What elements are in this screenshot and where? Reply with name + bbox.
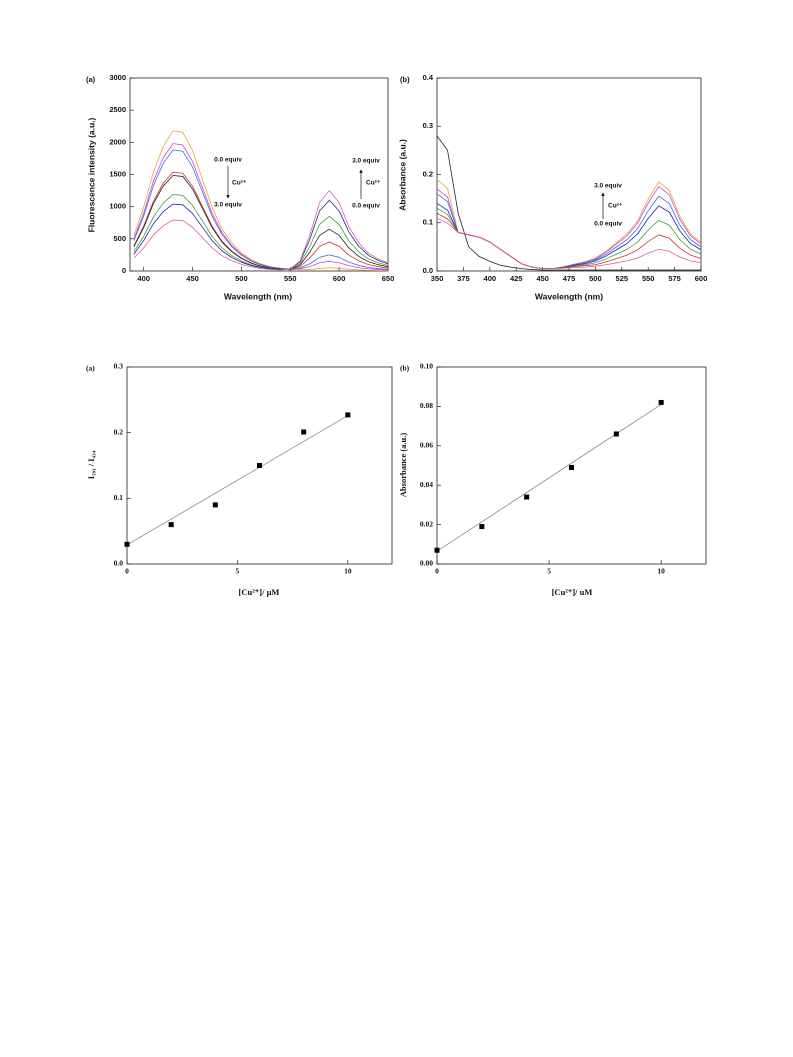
y-axis-label: Absorbance (a.u.) <box>398 433 408 498</box>
data-point <box>124 541 130 547</box>
y-tick-label: 0.00 <box>420 559 433 568</box>
data-point <box>345 412 351 418</box>
data-point <box>168 522 174 528</box>
panel-label: (b) <box>400 75 410 84</box>
annotation: Cu²⁺ <box>608 203 623 210</box>
y-tick-label: 0.4 <box>423 73 434 82</box>
x-tick-label: 600 <box>695 274 708 283</box>
data-point <box>479 524 485 530</box>
x-axis-label: Wavelength (nm) <box>224 291 292 301</box>
y-axis-label: I₅₉₁ / I₄₃₄ <box>86 450 96 479</box>
annotation: 0.0 equiv <box>594 221 622 228</box>
y-tick-label: 0.0 <box>423 266 433 275</box>
y-axis-label: Absorbance (a.u.) <box>397 139 407 211</box>
x-tick-label: 500 <box>235 274 248 283</box>
panel-label: (a) <box>86 364 95 373</box>
x-tick-label: 475 <box>563 274 576 283</box>
data-point <box>212 502 218 508</box>
spectrum-line <box>133 190 389 271</box>
annotation: 3.0 equiv <box>594 183 622 190</box>
panel-label: (b) <box>400 364 410 373</box>
x-tick-label: 500 <box>589 274 602 283</box>
y-tick-label: 0.04 <box>420 480 433 489</box>
data-point <box>569 464 574 470</box>
data-point <box>658 399 664 405</box>
fit-line <box>436 404 662 552</box>
y-tick-label: 0.0 <box>114 559 124 568</box>
plot-frame <box>126 366 393 565</box>
y-tick-label: 0.02 <box>420 519 433 528</box>
y-tick-label: 0.2 <box>423 169 433 178</box>
x-tick-label: 0 <box>125 567 129 576</box>
spectrum-line <box>133 194 389 270</box>
y-tick-label: 0.10 <box>420 362 433 371</box>
spectrum-line <box>436 135 701 271</box>
y-tick-label: 3000 <box>109 73 126 82</box>
x-tick-label: 575 <box>668 274 681 283</box>
y-tick-label: 1000 <box>109 202 126 211</box>
spectrum-line <box>133 175 389 270</box>
data-point <box>613 431 619 437</box>
fit-line <box>126 415 349 546</box>
x-tick-label: 10 <box>344 567 352 576</box>
y-tick-label: 0.2 <box>114 427 124 436</box>
x-axis-label: Wavelength (nm) <box>535 291 603 301</box>
x-tick-label: 400 <box>137 274 150 283</box>
y-tick-label: 0.1 <box>423 218 433 227</box>
x-tick-label: 450 <box>536 274 549 283</box>
data-point <box>257 463 262 468</box>
x-axis-label: [Cu²⁺]/ uM <box>552 587 593 597</box>
x-tick-label: 400 <box>484 274 497 283</box>
data-point <box>524 494 530 500</box>
x-tick-label: 600 <box>333 274 346 283</box>
x-tick-label: 375 <box>457 274 470 283</box>
plot-frame <box>436 366 707 565</box>
annotation: Cu²⁺ <box>232 180 247 187</box>
data-point <box>434 547 440 553</box>
x-tick-label: 0 <box>435 567 439 576</box>
annotation: 3.0 equiv <box>214 202 242 209</box>
annotation: 0.0 equiv <box>214 157 242 164</box>
x-tick-label: 525 <box>616 274 629 283</box>
y-tick-label: 0 <box>122 266 126 275</box>
x-tick-label: 10 <box>657 567 665 576</box>
data-point <box>301 429 307 435</box>
y-tick-label: 0.3 <box>114 362 124 371</box>
y-tick-label: 2000 <box>109 137 126 146</box>
x-axis-label: [Cu²⁺]/ μM <box>239 587 280 597</box>
annotation: Cu²⁺ <box>366 180 381 187</box>
y-tick-label: 0.3 <box>423 121 433 130</box>
x-tick-label: 425 <box>510 274 523 283</box>
annotation: 0.0 equiv <box>352 203 380 210</box>
spectrum-line <box>133 149 389 270</box>
y-tick-label: 2500 <box>109 105 126 114</box>
x-tick-label: 450 <box>186 274 199 283</box>
spectrum-line <box>133 130 389 272</box>
x-tick-label: 350 <box>431 274 444 283</box>
y-tick-label: 0.1 <box>114 493 124 502</box>
spectrum-line <box>133 199 389 271</box>
x-tick-label: 5 <box>236 567 240 576</box>
y-axis-label: Fluorescence intensity (a.u.) <box>86 117 96 232</box>
spectrum-line <box>436 217 702 269</box>
panel-label: (a) <box>86 75 96 84</box>
y-tick-label: 500 <box>113 234 126 243</box>
x-tick-label: 5 <box>547 567 551 576</box>
x-tick-label: 550 <box>642 274 655 283</box>
x-tick-label: 550 <box>284 274 297 283</box>
x-tick-label: 650 <box>382 274 395 283</box>
annotation: 3.0 equiv <box>352 158 380 165</box>
y-tick-label: 1500 <box>109 169 126 178</box>
y-tick-label: 0.08 <box>420 401 433 410</box>
y-tick-label: 0.06 <box>420 441 433 450</box>
